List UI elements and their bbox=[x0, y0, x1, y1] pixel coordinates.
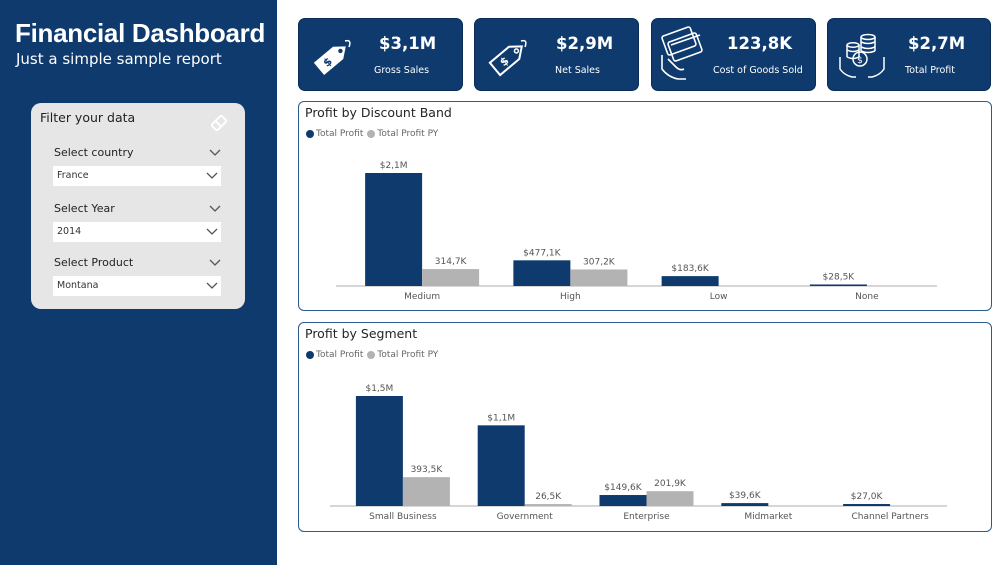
legend-dot bbox=[367, 351, 376, 359]
kpi-card-net-sales: $ $2,9M Net Sales bbox=[474, 18, 639, 91]
data-label: $27,0K bbox=[851, 492, 884, 502]
eraser-icon[interactable] bbox=[209, 113, 229, 133]
data-label: $183,6K bbox=[671, 264, 709, 274]
data-label: $28,5K bbox=[823, 272, 856, 282]
category-label: Small Business bbox=[369, 512, 437, 522]
chevron-down-icon bbox=[206, 282, 218, 289]
bar-total-profit-py[interactable] bbox=[422, 269, 480, 286]
category-label: High bbox=[560, 292, 581, 302]
credit-card-hand-icon bbox=[661, 26, 703, 80]
sidebar: Financial Dashboard Just a simple sample… bbox=[0, 0, 277, 565]
coins-hands-icon: $ bbox=[839, 33, 885, 78]
kpi-card-total-profit: $ $2,7M Total Profit bbox=[827, 18, 991, 91]
year-select[interactable]: 2014 bbox=[53, 222, 221, 242]
chart-plot-area: $2,1M 314,7K Medium $477,1K 307,2K High $183,6… bbox=[336, 161, 937, 302]
segment-chart: Profit by Segment Total Profit Total Pro… bbox=[298, 322, 992, 532]
kpi-card-gross-sales: $ $3,1M Gross Sales bbox=[298, 18, 463, 91]
svg-text:$: $ bbox=[857, 56, 863, 66]
bar-total-profit[interactable] bbox=[355, 396, 403, 506]
data-label: $1,5M bbox=[365, 384, 393, 394]
data-label: $39,6K bbox=[729, 491, 762, 501]
category-label: Low bbox=[710, 292, 728, 302]
product-filter-label: Select Product bbox=[54, 256, 134, 269]
legend-dot bbox=[367, 130, 376, 138]
kpi-label: Net Sales bbox=[555, 65, 600, 76]
legend-dot bbox=[306, 351, 314, 359]
bar-total-profit-py[interactable] bbox=[646, 491, 694, 506]
year-select-value: 2014 bbox=[57, 226, 82, 237]
dashboard-subtitle: Just a simple sample report bbox=[16, 50, 222, 68]
discount-band-chart: Profit by Discount Band Total Profit Tot… bbox=[298, 101, 992, 311]
bar-total-profit[interactable] bbox=[661, 276, 719, 286]
category-label: Midmarket bbox=[744, 512, 792, 522]
chart-legend: Total Profit Total Profit PY bbox=[306, 350, 442, 360]
data-label: $2,1M bbox=[380, 161, 408, 171]
chart-title: Profit by Discount Band bbox=[305, 105, 452, 120]
chevron-down-icon[interactable] bbox=[209, 259, 221, 267]
data-label: 26,5K bbox=[535, 492, 562, 502]
data-label: 314,7K bbox=[435, 257, 468, 267]
kpi-value: $2,7M bbox=[908, 34, 966, 53]
kpi-label: Total Profit bbox=[905, 65, 955, 76]
bar-total-profit[interactable] bbox=[809, 284, 867, 286]
product-select-value: Montana bbox=[57, 280, 99, 291]
chevron-down-icon[interactable] bbox=[209, 205, 221, 213]
kpi-value: 123,8K bbox=[727, 34, 792, 53]
bar-total-profit-py[interactable] bbox=[524, 504, 572, 506]
category-label: Medium bbox=[404, 292, 440, 302]
legend-label: Total Profit bbox=[316, 129, 364, 139]
bar-total-profit[interactable] bbox=[365, 173, 423, 286]
legend-label: Total Profit PY bbox=[377, 129, 439, 139]
data-label: $149,6K bbox=[604, 483, 642, 493]
dashboard-title: Financial Dashboard bbox=[15, 18, 266, 48]
data-label: 393,5K bbox=[411, 465, 444, 475]
country-select-value: France bbox=[57, 170, 89, 181]
price-tag-icon: $ bbox=[313, 39, 351, 76]
chevron-down-icon[interactable] bbox=[209, 149, 221, 157]
category-label: None bbox=[855, 292, 879, 302]
legend-item-total-profit-py[interactable]: Total Profit PY bbox=[367, 129, 438, 139]
legend-dot bbox=[306, 130, 314, 138]
data-label: $1,1M bbox=[487, 413, 515, 423]
country-filter-label: Select country bbox=[54, 146, 134, 159]
year-filter-label: Select Year bbox=[54, 202, 115, 215]
bar-total-profit[interactable] bbox=[599, 495, 647, 506]
chart-legend: Total Profit Total Profit PY bbox=[306, 129, 442, 139]
chevron-down-icon bbox=[206, 228, 218, 235]
kpi-label: Gross Sales bbox=[374, 65, 430, 76]
legend-label: Total Profit bbox=[316, 350, 364, 360]
bar-total-profit[interactable] bbox=[513, 260, 571, 286]
category-label: Government bbox=[497, 512, 554, 522]
legend-label: Total Profit PY bbox=[377, 350, 439, 360]
kpi-card-cogs: 123,8K Cost of Goods Sold bbox=[651, 18, 816, 91]
tag-outline-icon: $ bbox=[488, 39, 527, 77]
bar-total-profit[interactable] bbox=[477, 425, 525, 506]
bar-total-profit[interactable] bbox=[721, 503, 769, 506]
kpi-label: Cost of Goods Sold bbox=[713, 65, 803, 76]
bar-total-profit-py[interactable] bbox=[402, 477, 450, 506]
legend-item-total-profit[interactable]: Total Profit bbox=[306, 350, 363, 360]
chart-title: Profit by Segment bbox=[305, 326, 418, 341]
chart-plot-area: $1,5M 393,5K Small Business $1,1M 26,5K Gover… bbox=[330, 384, 947, 522]
kpi-value: $3,1M bbox=[379, 34, 437, 53]
legend-item-total-profit-py[interactable]: Total Profit PY bbox=[367, 350, 438, 360]
bar-total-profit[interactable] bbox=[843, 504, 891, 506]
data-label: 201,9K bbox=[654, 479, 687, 489]
bar-total-profit-py[interactable] bbox=[570, 269, 628, 286]
kpi-value: $2,9M bbox=[556, 34, 614, 53]
category-label: Enterprise bbox=[623, 512, 670, 522]
filter-title: Filter your data bbox=[40, 110, 136, 125]
category-label: Channel Partners bbox=[851, 512, 929, 522]
country-select[interactable]: France bbox=[53, 166, 221, 186]
data-label: 307,2K bbox=[583, 257, 616, 267]
filter-panel: Filter your data Select country France S… bbox=[31, 103, 245, 309]
legend-item-total-profit[interactable]: Total Profit bbox=[306, 129, 363, 139]
product-select[interactable]: Montana bbox=[53, 276, 221, 296]
data-label: $477,1K bbox=[523, 248, 561, 258]
chevron-down-icon bbox=[206, 172, 218, 179]
